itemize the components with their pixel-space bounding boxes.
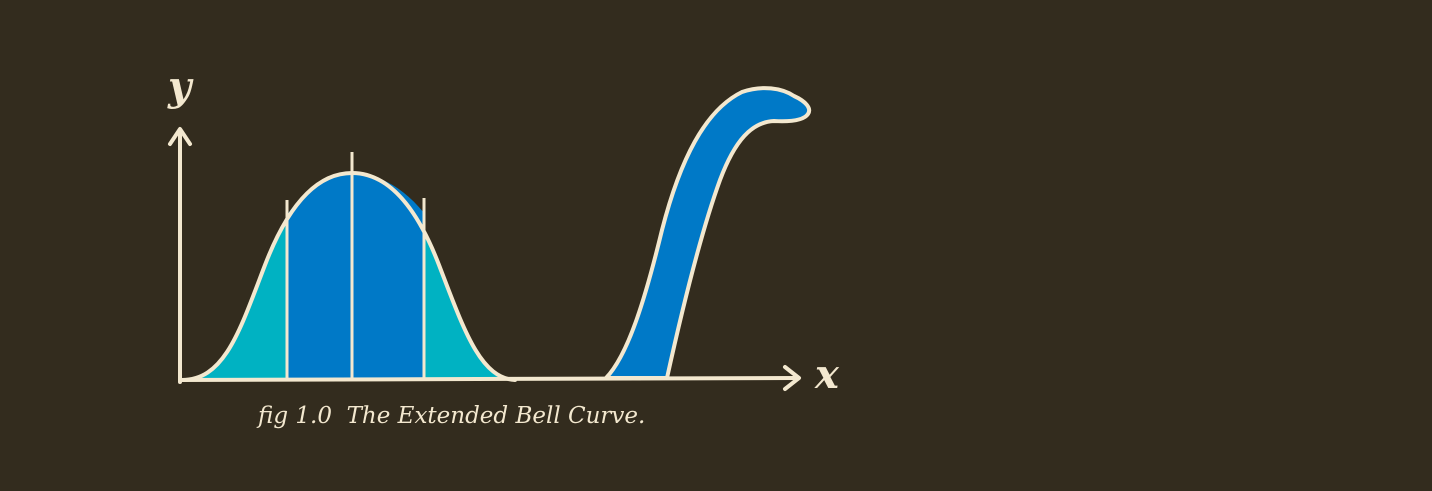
x-axis-label: x: [814, 351, 840, 398]
y-axis-arrowhead: [168, 127, 192, 146]
x-axis-arrowhead: [783, 365, 801, 391]
y-axis-label: y: [167, 63, 194, 110]
sea-serpent-neck: [604, 86, 812, 380]
figure-caption: fig 1.0 The Extended Bell Curve.: [256, 403, 645, 429]
x-axis-line: [178, 376, 799, 382]
bell-curve-core-area: [287, 173, 424, 380]
